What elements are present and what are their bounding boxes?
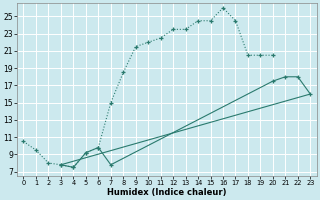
- X-axis label: Humidex (Indice chaleur): Humidex (Indice chaleur): [107, 188, 227, 197]
